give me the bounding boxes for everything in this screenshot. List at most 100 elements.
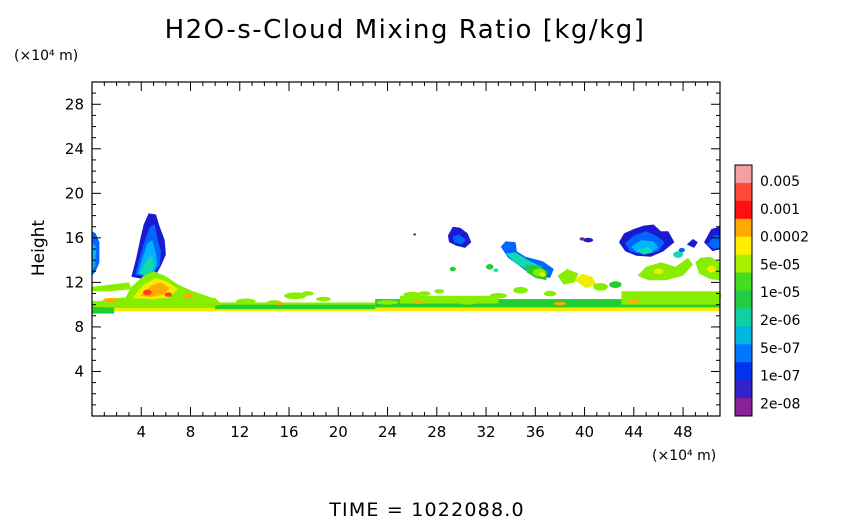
- low-cloud: [434, 289, 445, 294]
- colorbar-swatch: [735, 218, 752, 238]
- mid-cells: [513, 286, 528, 294]
- mid-cells: [486, 264, 494, 270]
- colorbar-swatch: [735, 326, 752, 345]
- low-cloud-core: [627, 299, 640, 303]
- anvil-band: [375, 299, 720, 307]
- colorbar-swatch: [735, 398, 752, 417]
- cell-dot: [583, 237, 594, 243]
- low-cloud: [301, 291, 314, 296]
- anvil-band: [621, 291, 720, 305]
- mid-cells: [557, 269, 579, 285]
- x-tick-label: 32: [476, 423, 495, 441]
- low-cloud: [457, 300, 478, 305]
- cumulus-core: [103, 297, 118, 303]
- colorbar-swatch: [735, 380, 752, 399]
- y-tick-label: 12: [65, 273, 84, 291]
- colorbar: 0.005 0.001 0.0002 5e-05 1e-05 2e-06 5e-07 1e-0…: [734, 164, 809, 417]
- tall-cell-base: [678, 247, 685, 253]
- y-tick-label: 4: [74, 362, 84, 380]
- x-tick-label: 48: [674, 423, 693, 441]
- mid-cells: [574, 273, 597, 288]
- colorbar-swatch: [735, 165, 752, 184]
- low-cloud: [316, 296, 331, 302]
- time-footer: TIME = 1022088.0: [328, 499, 525, 519]
- low-cloud: [284, 292, 307, 300]
- cumulus-tower: [140, 255, 155, 276]
- tall-cell-base: [653, 268, 664, 275]
- low-cloud: [418, 291, 431, 296]
- x-tick-label: 44: [624, 423, 643, 441]
- x-tick-label: 40: [575, 423, 594, 441]
- cumulus-core: [183, 292, 193, 299]
- x-tick-label: 16: [279, 423, 298, 441]
- x-tick-label: 20: [329, 423, 348, 441]
- low-cloud: [489, 292, 507, 299]
- cell-x30: [452, 234, 467, 245]
- colorbar-swatch: [735, 290, 752, 309]
- x-tick-label: 8: [186, 423, 196, 441]
- y-tick-label: 24: [65, 140, 84, 158]
- low-cloud: [403, 291, 421, 298]
- colorbar-swatch: [735, 272, 752, 291]
- colorbar-label: 1e-07: [760, 369, 800, 385]
- colorbar-label: 0.005: [760, 174, 800, 190]
- low-cloud-core: [275, 301, 283, 306]
- y-tick-label: 28: [65, 95, 84, 113]
- colorbar-label: 5e-07: [760, 341, 800, 357]
- low-cloud: [236, 298, 256, 305]
- colorbar-swatch: [735, 308, 752, 327]
- anvil-band: [399, 295, 499, 304]
- chart-title: H2O-s-Cloud Mixing Ratio [kg/kg]: [165, 15, 646, 45]
- edge-cell-right: [707, 235, 720, 249]
- low-cloud: [92, 282, 132, 292]
- mid-cells: [493, 268, 499, 272]
- low-cloud-core: [413, 300, 424, 305]
- mid-cells: [609, 281, 622, 288]
- mid-cells: [539, 272, 546, 277]
- colorbar-swatch: [735, 236, 752, 256]
- mid-cells: [449, 266, 456, 272]
- x-tick-label: 12: [230, 423, 249, 441]
- x-tick-label: 28: [427, 423, 446, 441]
- edge-cell-right: [707, 265, 716, 273]
- mid-cells: [543, 290, 557, 297]
- colorbar-label: 2e-08: [760, 396, 800, 412]
- colorbar-swatch: [735, 254, 752, 274]
- tall-cell-base: [637, 257, 693, 281]
- edge-cell-right: [713, 292, 722, 300]
- tall-cell-base: [686, 239, 698, 248]
- y-tick-label: 8: [74, 318, 84, 336]
- anvil-band: [215, 304, 376, 310]
- y-tick-label: 16: [65, 229, 84, 247]
- colorbar-swatch: [735, 182, 752, 202]
- cloud-field: [92, 213, 722, 314]
- edge-cell-left: [92, 242, 97, 272]
- low-cloud: [376, 300, 399, 305]
- low-cloud-core: [553, 301, 567, 306]
- colorbar-swatch: [735, 362, 752, 381]
- cell-dot: [413, 233, 417, 236]
- x-tick-label: 36: [526, 423, 545, 441]
- y-unit-label: (×10⁴ m): [14, 48, 78, 64]
- tall-cell-base: [673, 251, 684, 258]
- colorbar-swatch: [735, 344, 752, 363]
- y-tick-label: 20: [65, 184, 84, 202]
- x-tick-label: 24: [378, 423, 397, 441]
- colorbar-label: 5e-05: [760, 257, 800, 273]
- colorbar-swatch: [735, 200, 752, 220]
- colorbar-frame: [734, 164, 753, 417]
- mid-cells: [593, 282, 608, 291]
- tall-cell: [636, 246, 654, 255]
- colorbar-label: 0.0002: [760, 230, 809, 246]
- x-tick-label: 4: [136, 423, 146, 441]
- anvil-band-core: [94, 308, 720, 312]
- cumulus-core: [164, 292, 173, 297]
- colorbar-label: 0.001: [760, 202, 800, 218]
- colorbar-label: 2e-06: [760, 313, 800, 329]
- y-axis-label: Height: [29, 220, 49, 277]
- cumulus-core: [143, 289, 152, 296]
- x-unit-label: (×10⁴ m): [652, 448, 716, 464]
- colorbar-label: 1e-05: [760, 285, 800, 301]
